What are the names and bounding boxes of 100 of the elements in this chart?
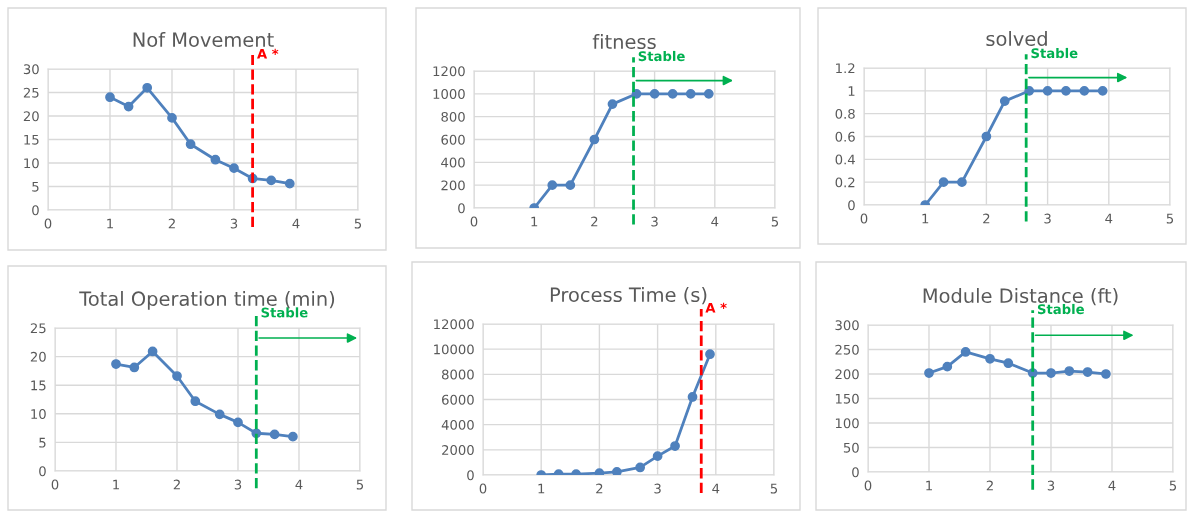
x-tick-label: 5	[354, 218, 362, 229]
x-tick-label: 4	[712, 483, 720, 494]
x-tick-label: 1	[531, 216, 538, 227]
chart-title: fitness	[592, 34, 656, 50]
point	[1046, 368, 1056, 378]
x-tick-label: 3	[654, 483, 661, 494]
x-tick-label: 4	[1105, 213, 1113, 224]
x-tick-label: 5	[771, 216, 779, 227]
y-tick-label: 8000	[441, 369, 474, 380]
point	[652, 451, 663, 461]
point	[1003, 358, 1014, 369]
y-tick-label: 20	[30, 351, 46, 362]
y-tick-label: 15	[24, 134, 39, 145]
x-tick-label: 1	[113, 479, 119, 490]
point	[687, 392, 698, 402]
point	[985, 353, 995, 364]
x-tick-label: 4	[292, 218, 300, 229]
y-tick-label: 1.2	[836, 63, 855, 74]
point	[1101, 369, 1111, 379]
y-tick-label: 10	[31, 409, 46, 419]
x-tick-label: 0	[51, 479, 59, 490]
point	[288, 431, 298, 442]
y-tick-label: 0	[467, 470, 474, 481]
x-tick-label: 0	[860, 213, 868, 224]
x-tick-label: 1	[926, 480, 932, 491]
point	[284, 178, 295, 189]
y-tick-label: 0	[848, 200, 855, 211]
point	[1064, 366, 1075, 376]
y-tick-label: 150	[835, 393, 859, 404]
y-tick-label: 1000	[433, 89, 465, 100]
y-tick-label: 10000	[434, 344, 474, 355]
point	[547, 180, 558, 191]
point	[167, 113, 177, 123]
point	[229, 163, 239, 174]
point	[172, 371, 182, 381]
x-tick-label: 3	[234, 479, 242, 490]
point	[607, 99, 618, 109]
point	[129, 362, 140, 373]
y-tick-label: 50	[843, 442, 859, 453]
y-tick-label: 200	[835, 369, 859, 380]
y-tick-label: 15	[31, 380, 46, 391]
point	[190, 396, 201, 407]
point	[685, 88, 696, 99]
x-tick-label: 1	[107, 218, 113, 229]
y-tick-label: 100	[835, 418, 859, 429]
y-tick-label: 12000	[434, 319, 474, 330]
point	[667, 88, 678, 99]
ref-line-label: A *	[705, 302, 727, 313]
y-tick-label: 10	[24, 158, 39, 169]
x-tick-label: 0	[479, 483, 487, 494]
y-tick-label: 4000	[441, 419, 474, 430]
point	[670, 441, 680, 451]
point	[957, 177, 967, 188]
x-tick-label: 5	[356, 479, 364, 490]
y-tick-label: 0.4	[835, 154, 855, 165]
x-tick-label: 0	[864, 480, 872, 491]
x-tick-label: 1	[922, 213, 929, 224]
chart-title: Nof Movement	[133, 32, 274, 48]
point	[938, 177, 949, 188]
chart-title: Process Time (s)	[550, 287, 707, 305]
y-tick-label: 2000	[442, 445, 474, 456]
y-tick-label: 5	[32, 181, 39, 192]
point	[705, 349, 715, 360]
point	[266, 175, 277, 186]
x-tick-label: 4	[1108, 480, 1116, 491]
point	[269, 429, 280, 440]
y-tick-label: 800	[441, 111, 465, 122]
x-tick-label: 2	[168, 218, 175, 229]
point	[233, 417, 243, 428]
point	[1097, 85, 1108, 96]
point	[1079, 85, 1090, 96]
x-tick-label: 4	[711, 216, 719, 227]
y-tick-label: 25	[30, 323, 46, 334]
y-tick-label: 20	[23, 111, 39, 122]
y-tick-label: 1	[848, 86, 855, 96]
y-tick-label: 25	[23, 87, 39, 98]
point	[142, 82, 153, 93]
point	[210, 154, 221, 165]
x-tick-label: 5	[770, 483, 778, 494]
point	[611, 466, 622, 475]
point	[105, 92, 115, 103]
point	[147, 346, 158, 357]
y-tick-label: 0.6	[835, 131, 855, 142]
y-tick-label: 0.8	[835, 108, 855, 119]
x-tick-label: 4	[295, 479, 303, 490]
y-tick-label: 0	[32, 205, 39, 216]
point	[703, 88, 714, 99]
y-tick-label: 6000	[442, 394, 474, 405]
point	[1042, 85, 1053, 96]
y-tick-label: 400	[441, 157, 465, 168]
point	[1082, 367, 1093, 377]
x-tick-label: 3	[651, 216, 658, 227]
y-tick-label: 5	[39, 437, 46, 448]
y-tick-label: 0	[39, 466, 46, 477]
ref-line-label: Stable	[1031, 47, 1078, 59]
y-tick-label: 200	[441, 180, 465, 191]
x-tick-label: 2	[986, 480, 993, 491]
point	[1061, 85, 1071, 96]
x-tick-label: 1	[538, 483, 545, 494]
point	[635, 462, 646, 473]
